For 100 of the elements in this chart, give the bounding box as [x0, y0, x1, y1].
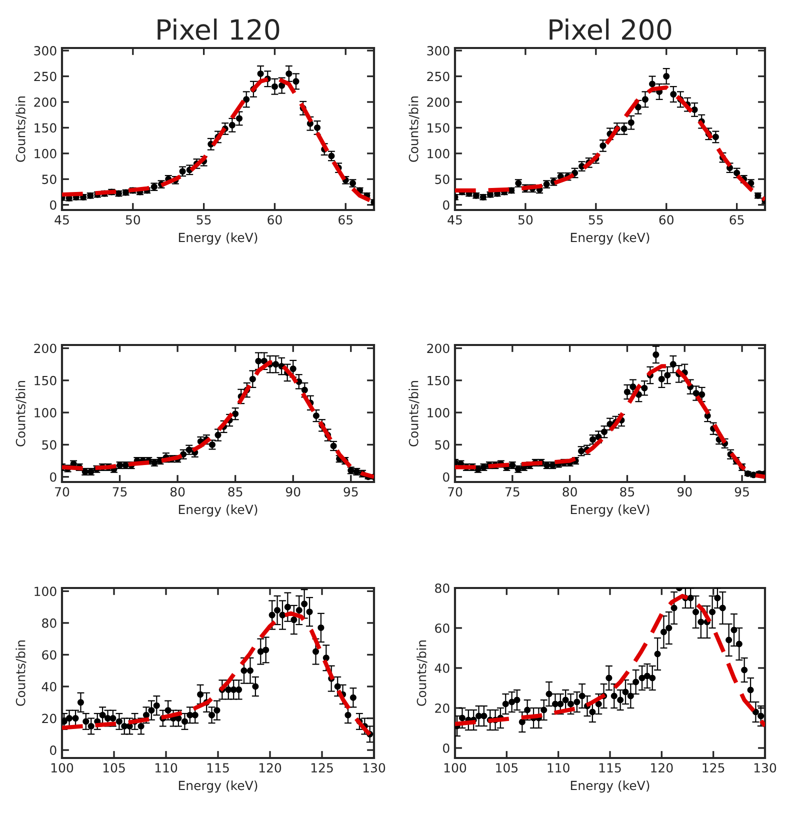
x-tick-label: 75: [505, 487, 520, 497]
point: [546, 690, 552, 698]
point: [540, 706, 548, 714]
point: [249, 376, 256, 382]
line-series: [62, 360, 374, 479]
point: [698, 618, 704, 626]
chart-title: Pixel 200: [550, 18, 672, 40]
point: [246, 667, 254, 674]
point: [601, 428, 608, 436]
x-tick-label: 120: [651, 763, 673, 773]
y-tick-label: 0: [443, 472, 450, 482]
y-tick-label: 50: [435, 174, 450, 184]
point: [236, 686, 242, 693]
point: [620, 125, 628, 132]
y-tick-label: 100: [34, 408, 56, 418]
y-axis-title: Counts/bin: [16, 640, 26, 706]
x-tick-label: 105: [103, 763, 125, 773]
point: [663, 73, 670, 80]
point: [290, 366, 296, 372]
y-tick-label: 100: [428, 408, 450, 418]
point: [318, 624, 324, 631]
x-tick-label: 80: [562, 487, 577, 497]
point: [627, 692, 634, 700]
point: [622, 688, 629, 696]
y-tick-label: 300: [427, 46, 450, 56]
point: [562, 696, 569, 704]
point: [628, 119, 634, 126]
y-axis-title: Counts/bin: [16, 380, 26, 446]
point: [574, 698, 580, 706]
point: [508, 698, 516, 706]
y-tick-label: 0: [50, 200, 56, 210]
point: [610, 692, 618, 700]
point: [654, 650, 661, 658]
point: [660, 628, 667, 636]
point: [664, 372, 671, 378]
x-tick-label: 55: [196, 215, 211, 225]
chart-title: Pixel 120: [158, 18, 280, 40]
x-tick-label: 95: [734, 487, 749, 497]
y-tick-label: 150: [34, 123, 56, 133]
y-axis-title: Counts/bin: [408, 380, 420, 446]
point: [730, 626, 738, 634]
y-tick-label: 20: [42, 714, 56, 724]
x-tick-label: 45: [54, 215, 69, 225]
point: [758, 712, 764, 720]
point: [658, 376, 665, 382]
x-tick-label: 80: [170, 487, 185, 497]
point: [181, 718, 188, 725]
point: [578, 692, 586, 700]
x-tick-label: 95: [344, 487, 358, 497]
y-axis-title: Counts/bin: [408, 96, 420, 162]
point: [502, 700, 509, 708]
point: [257, 70, 264, 77]
point: [752, 708, 759, 716]
y-tick-label: 200: [427, 97, 450, 107]
point: [514, 696, 520, 704]
point: [62, 718, 68, 725]
y-tick-label: 50: [435, 440, 450, 450]
point: [712, 134, 719, 140]
y-tick-label: 80: [435, 583, 450, 593]
point: [116, 718, 122, 725]
point: [344, 712, 352, 718]
point: [88, 722, 94, 730]
point: [714, 594, 721, 602]
point: [260, 358, 268, 364]
y-tick-label: 100: [428, 148, 450, 158]
x-tick-label: 85: [228, 487, 242, 497]
x-tick-label: 65: [338, 215, 352, 225]
y-tick-label: 60: [435, 623, 450, 633]
point: [214, 707, 220, 714]
x-tick-label: 85: [620, 487, 634, 497]
x-tick-label: 70: [448, 487, 462, 497]
point: [480, 712, 488, 720]
point: [284, 604, 291, 610]
point: [567, 700, 574, 708]
point: [77, 699, 84, 706]
point: [518, 718, 526, 726]
line-series: [455, 594, 765, 728]
point: [236, 115, 243, 122]
y-tick-label: 250: [34, 72, 56, 82]
x-axis-title: Energy (keV): [178, 232, 258, 245]
point: [138, 722, 144, 730]
point: [350, 694, 356, 701]
x-tick-label: 110: [548, 763, 570, 773]
y-tick-label: 100: [34, 586, 56, 596]
point: [301, 386, 308, 394]
x-tick-label: 45: [448, 215, 462, 225]
point: [641, 384, 648, 392]
point: [634, 104, 642, 110]
x-tick-label: 110: [155, 763, 178, 773]
point: [709, 608, 716, 616]
y-tick-label: 100: [34, 148, 56, 158]
y-tick-label: 200: [427, 344, 450, 354]
point: [649, 80, 656, 88]
x-tick-label: 55: [588, 215, 603, 225]
point: [72, 715, 79, 722]
y-tick-label: 0: [50, 472, 56, 482]
point: [214, 432, 222, 438]
point: [99, 712, 106, 718]
x-tick-label: 130: [754, 763, 776, 773]
x-tick-label: 50: [126, 215, 140, 225]
